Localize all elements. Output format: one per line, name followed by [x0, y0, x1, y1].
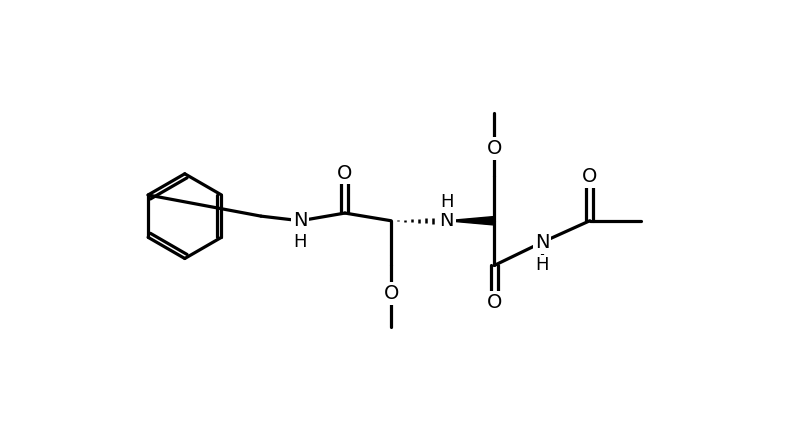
Polygon shape — [446, 217, 494, 225]
Text: H: H — [440, 193, 453, 211]
Text: O: O — [337, 163, 352, 182]
Text: O: O — [487, 293, 502, 312]
Text: H: H — [293, 233, 307, 251]
Text: O: O — [487, 139, 502, 158]
Text: O: O — [582, 166, 598, 186]
Text: N: N — [439, 211, 453, 230]
Text: H: H — [536, 256, 549, 274]
Text: N: N — [293, 211, 308, 230]
Text: O: O — [383, 284, 398, 303]
Text: N: N — [535, 233, 549, 252]
